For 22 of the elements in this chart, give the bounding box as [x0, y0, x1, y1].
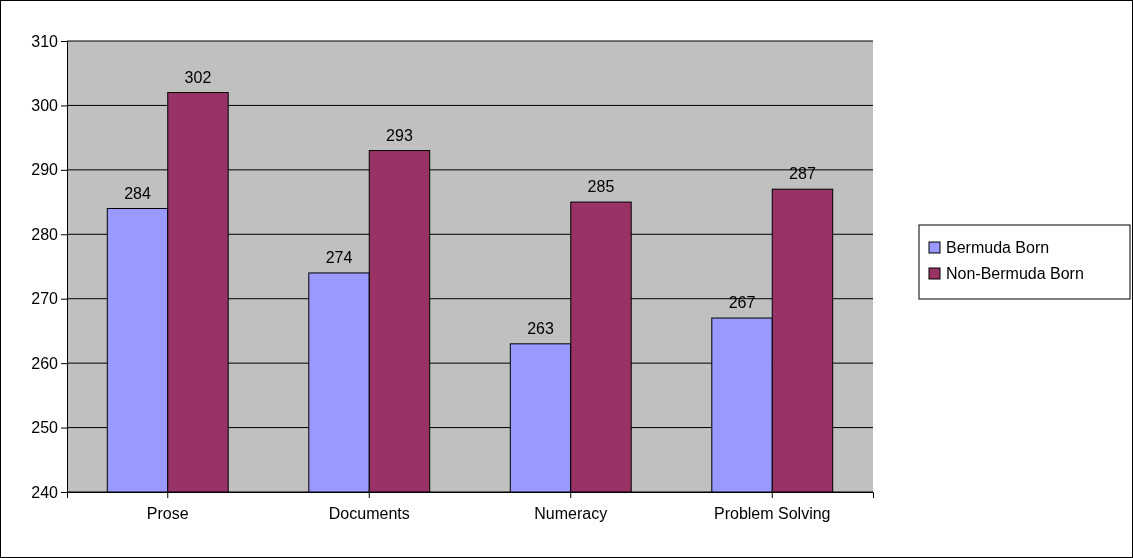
x-tick-label: Prose [146, 504, 189, 522]
data-label: 263 [527, 319, 554, 337]
y-tick-label: 240 [31, 483, 59, 501]
data-label: 302 [184, 68, 212, 86]
y-tick-label: 260 [31, 354, 59, 372]
data-label: 285 [587, 178, 615, 196]
data-label: 293 [386, 126, 413, 144]
y-tick-label: 310 [31, 32, 59, 50]
y-tick-label: 300 [31, 97, 59, 115]
legend-label: Non-Bermuda Born [946, 265, 1084, 282]
y-tick-label: 290 [31, 161, 59, 179]
y-tick-label: 280 [31, 225, 59, 243]
data-label: 287 [789, 165, 816, 183]
data-label: 284 [124, 184, 151, 202]
data-label: 274 [325, 248, 353, 266]
data-label: 267 [728, 294, 756, 312]
legend-label: Bermuda Born [946, 239, 1050, 256]
x-tick-label: Documents [328, 504, 410, 522]
x-tick-label: Numeracy [534, 504, 608, 522]
x-tick-label: Problem Solving [714, 504, 831, 522]
y-tick-label: 250 [31, 419, 59, 437]
y-tick-label: 270 [31, 290, 59, 308]
